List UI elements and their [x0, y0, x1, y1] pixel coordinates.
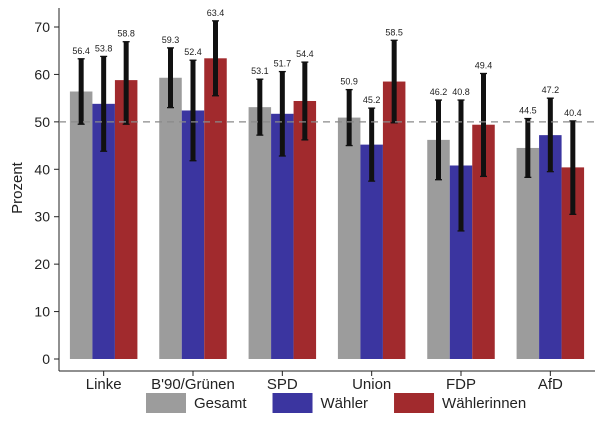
bar-wähler-1 [92, 103, 115, 359]
bar-wählerinnen-5 [472, 124, 495, 360]
bar-gesamt-2 [159, 77, 182, 360]
data-label: 53.1 [251, 66, 269, 76]
y-tick-label: 70 [34, 19, 50, 35]
bar-gesamt-4 [337, 117, 361, 360]
bar-wähler-3 [271, 113, 294, 360]
bar-wähler-5 [449, 165, 473, 359]
legend-swatch-gesamt [146, 393, 186, 413]
legend: Gesamt Wähler Wählerinnen [146, 393, 526, 413]
x-tick-label: B'90/Grünen [151, 376, 235, 393]
legend-swatch-wählerinnen [394, 393, 435, 413]
data-label: 59.3 [162, 35, 180, 45]
data-label: 47.2 [542, 85, 560, 95]
x-tick-label: AfD [538, 376, 563, 393]
data-label: 40.4 [564, 108, 582, 118]
data-label: 44.5 [519, 106, 537, 116]
bar-wähler-6 [539, 135, 562, 359]
x-tick-label: SPD [267, 376, 298, 393]
x-tick-label: Linke [86, 376, 122, 393]
legend-label: Wählerinnen [442, 395, 526, 412]
bar-wählerinnen-3 [293, 100, 317, 359]
y-tick-label: 50 [34, 114, 50, 130]
data-label: 56.4 [72, 46, 90, 56]
data-label: 40.8 [452, 87, 470, 97]
data-label: 52.4 [184, 47, 202, 57]
legend-label: Gesamt [194, 395, 247, 412]
bar-gesamt-3 [248, 107, 272, 359]
legend-swatch-wähler [272, 393, 313, 413]
y-tick-label: 60 [34, 66, 50, 82]
y-tick-label: 0 [42, 351, 50, 367]
data-label: 58.8 [117, 29, 135, 39]
bar-wählerinnen-6 [561, 167, 585, 359]
data-label: 54.4 [296, 49, 314, 59]
bar-wähler-4 [360, 144, 383, 359]
data-label: 51.7 [274, 59, 292, 69]
data-label: 58.5 [385, 27, 403, 37]
x-tick-label: FDP [446, 376, 476, 393]
bar-gesamt-5 [427, 139, 450, 359]
data-label: 49.4 [475, 60, 493, 70]
data-label: 45.2 [363, 95, 381, 105]
x-tick-label: Union [352, 376, 391, 393]
data-label: 50.9 [340, 77, 358, 87]
data-label: 46.2 [430, 87, 448, 97]
legend-label: Wähler [321, 395, 369, 412]
bar-gesamt-1 [69, 91, 93, 359]
y-tick-label: 30 [34, 209, 50, 225]
data-label: 63.4 [207, 8, 225, 18]
data-label: 53.8 [95, 43, 113, 53]
bar-gesamt-6 [516, 147, 540, 359]
bar-wählerinnen-2 [204, 58, 227, 359]
plot-area: 0 10 20 30 40 50 60 70 56.4 53.8 58.8 Linke 59.3 52.4… [34, 8, 595, 393]
bar-wähler-2 [181, 110, 205, 359]
bar-wählerinnen-4 [382, 81, 406, 360]
y-tick-label: 40 [34, 161, 50, 177]
y-axis-title: Prozent [9, 161, 26, 214]
y-tick-label: 10 [34, 304, 50, 320]
y-tick-label: 20 [34, 256, 50, 272]
bar-wählerinnen-1 [114, 80, 138, 360]
